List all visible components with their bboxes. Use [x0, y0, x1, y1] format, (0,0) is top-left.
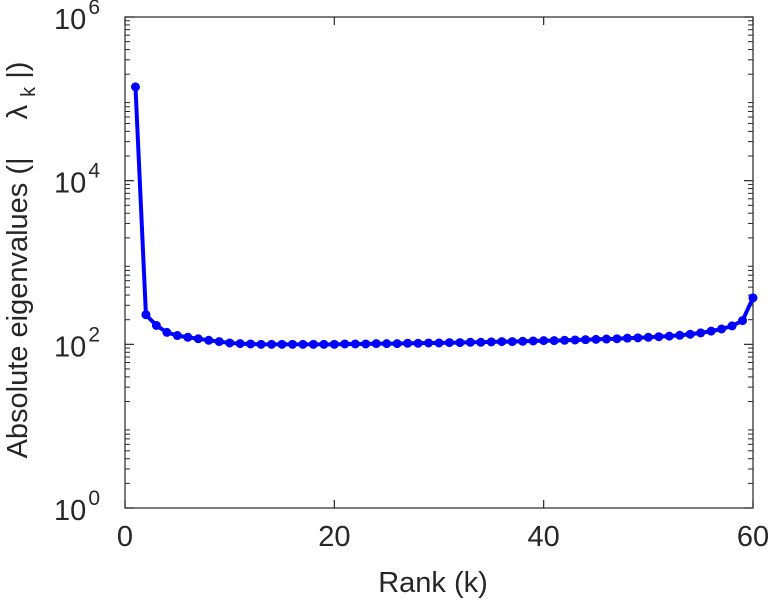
data-point	[151, 320, 161, 330]
data-point	[350, 339, 360, 349]
data-point	[193, 334, 203, 344]
y-axis-label: Absolute eigenvalues (| λ k |)	[2, 62, 42, 459]
data-point	[738, 316, 748, 326]
data-point	[570, 335, 580, 345]
data-point	[654, 332, 664, 342]
y-tick-label-exponent: 4	[88, 160, 100, 183]
y-tick-label-base: 10	[54, 168, 86, 200]
data-point	[162, 327, 172, 337]
data-point	[622, 333, 632, 343]
data-point	[340, 339, 350, 349]
y-tick-label: 106	[54, 0, 100, 36]
data-point	[246, 339, 256, 349]
y-tick-label-exponent: 6	[88, 0, 100, 19]
y-tick-label-base: 10	[54, 331, 86, 363]
data-point	[403, 338, 413, 348]
data-point	[633, 333, 643, 343]
data-point	[298, 339, 308, 349]
data-point	[141, 310, 151, 320]
x-axis-ticks: 0 20 40 60	[117, 17, 769, 553]
data-point	[287, 339, 297, 349]
data-point	[560, 335, 570, 345]
data-point	[549, 336, 559, 346]
data-point	[706, 326, 716, 336]
data-point	[413, 338, 423, 348]
data-point	[267, 339, 277, 349]
data-point	[361, 339, 371, 349]
plot-box	[124, 16, 754, 509]
data-point	[392, 339, 402, 349]
data-point	[539, 336, 549, 346]
data-point	[476, 337, 486, 347]
data-point	[424, 338, 434, 348]
data-point	[497, 337, 507, 347]
data-point	[696, 328, 706, 338]
y-axis-label-prefix: Absolute eigenvalues (|	[2, 157, 34, 458]
data-point	[486, 337, 496, 347]
data-point	[465, 337, 475, 347]
y-tick-label-base: 10	[54, 4, 86, 36]
y-tick-label-base: 10	[54, 495, 86, 527]
data-point	[256, 339, 266, 349]
y-axis-label-suffix: |)	[2, 62, 34, 79]
series-layer	[130, 82, 758, 349]
series-line	[133, 84, 755, 347]
data-point	[717, 324, 727, 334]
data-point	[319, 339, 329, 349]
y-axis-label-subscript: k	[18, 86, 40, 97]
data-point	[455, 338, 465, 348]
y-tick-label: 100	[54, 487, 100, 527]
data-point	[277, 339, 287, 349]
data-point	[235, 339, 245, 349]
data-point	[685, 329, 695, 339]
data-point	[675, 330, 685, 340]
data-point	[130, 82, 140, 92]
data-point	[507, 337, 517, 347]
data-point	[601, 334, 611, 344]
data-point	[444, 338, 454, 348]
data-point	[382, 339, 392, 349]
data-point	[612, 334, 622, 344]
y-tick-label: 104	[54, 160, 100, 200]
y-tick-label-exponent: 0	[88, 487, 100, 510]
x-axis-label: Rank (k)	[378, 567, 488, 599]
y-axis-label-symbol: λ	[2, 104, 34, 119]
x-tick-label: 20	[318, 521, 350, 553]
plot-frame	[124, 16, 754, 509]
data-point	[183, 332, 193, 342]
x-tick-label: 60	[737, 521, 769, 553]
data-point	[308, 339, 318, 349]
data-point	[225, 338, 235, 348]
data-point	[329, 339, 339, 349]
y-tick-label: 102	[54, 323, 100, 363]
data-point	[371, 339, 381, 349]
data-point	[581, 335, 591, 345]
data-point	[727, 321, 737, 331]
data-point	[434, 338, 444, 348]
data-point	[748, 293, 758, 303]
y-minor-ticks	[125, 20, 753, 484]
data-point	[591, 334, 601, 344]
data-point	[664, 331, 674, 341]
data-point	[518, 336, 528, 346]
data-point	[214, 337, 224, 347]
y-tick-label-exponent: 2	[88, 323, 100, 346]
x-tick-label: 0	[117, 521, 133, 553]
data-point	[643, 332, 653, 342]
data-point	[528, 336, 538, 346]
x-tick-label: 40	[528, 521, 560, 553]
data-point	[204, 335, 214, 345]
data-point	[172, 331, 182, 341]
